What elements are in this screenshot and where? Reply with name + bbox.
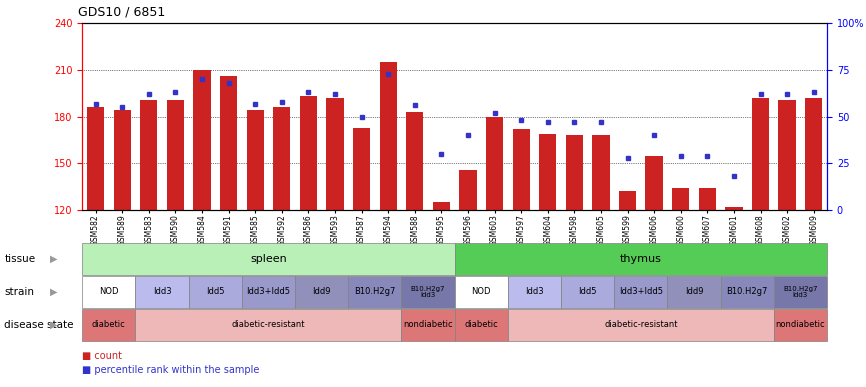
Bar [82, 309, 135, 341]
Bar [592, 135, 610, 210]
Text: diabetic-resistant: diabetic-resistant [232, 320, 305, 329]
Bar [379, 62, 397, 210]
Bar [82, 276, 135, 308]
Text: Idd3: Idd3 [152, 287, 171, 296]
Bar [193, 70, 210, 210]
Bar [774, 309, 827, 341]
Bar [406, 112, 423, 210]
Bar [459, 170, 476, 210]
Text: B10.H2g7
Idd3: B10.H2g7 Idd3 [410, 286, 445, 298]
Text: Idd3+Idd5: Idd3+Idd5 [247, 287, 290, 296]
Text: strain: strain [4, 287, 35, 297]
Text: nondiabetic: nondiabetic [776, 320, 825, 329]
Bar [699, 188, 716, 210]
Text: nondiabetic: nondiabetic [404, 320, 453, 329]
Bar [565, 135, 583, 210]
Bar [455, 276, 507, 308]
Text: Idd9: Idd9 [685, 287, 703, 296]
Bar [540, 134, 556, 210]
Bar [300, 96, 317, 210]
Text: B10.H2g7: B10.H2g7 [727, 287, 768, 296]
Text: ■ percentile rank within the sample: ■ percentile rank within the sample [82, 365, 260, 375]
Text: Idd5: Idd5 [578, 287, 597, 296]
Bar [455, 243, 827, 275]
Bar [326, 98, 344, 210]
Bar [242, 276, 295, 308]
Text: tissue: tissue [4, 254, 36, 264]
Bar [135, 276, 189, 308]
Bar [668, 276, 721, 308]
Text: Idd5: Idd5 [206, 287, 224, 296]
Bar [507, 276, 561, 308]
Text: diabetic: diabetic [92, 320, 126, 329]
Bar [82, 243, 455, 275]
Bar [402, 276, 455, 308]
Bar [752, 98, 769, 210]
Bar [774, 276, 827, 308]
Bar [619, 192, 637, 210]
Text: Idd9: Idd9 [313, 287, 331, 296]
Bar [113, 110, 131, 210]
Text: Idd3+Idd5: Idd3+Idd5 [619, 287, 662, 296]
Text: spleen: spleen [250, 254, 287, 264]
Text: diabetic-resistant: diabetic-resistant [604, 320, 677, 329]
Bar [167, 99, 184, 210]
Bar [295, 276, 348, 308]
Bar [507, 309, 774, 341]
Bar [726, 207, 742, 210]
Bar [645, 156, 662, 210]
Bar [721, 276, 774, 308]
Bar [561, 276, 614, 308]
Text: ▶: ▶ [50, 254, 58, 264]
Text: B10.H2g7: B10.H2g7 [354, 287, 396, 296]
Bar [348, 276, 402, 308]
Text: ▶: ▶ [50, 287, 58, 297]
Bar [247, 110, 264, 210]
Bar [486, 117, 503, 210]
Bar [135, 309, 402, 341]
Text: NOD: NOD [99, 287, 119, 296]
Bar [189, 276, 242, 308]
Bar [140, 99, 158, 210]
Bar [220, 76, 237, 210]
Bar [87, 107, 104, 210]
Text: GDS10 / 6851: GDS10 / 6851 [78, 6, 165, 19]
Bar [273, 107, 290, 210]
Text: NOD: NOD [471, 287, 491, 296]
Bar [402, 309, 455, 341]
Bar [353, 128, 370, 210]
Bar [433, 202, 450, 210]
Bar [805, 98, 823, 210]
Bar [614, 276, 668, 308]
Text: disease state: disease state [4, 320, 74, 330]
Text: diabetic: diabetic [464, 320, 498, 329]
Bar [779, 99, 796, 210]
Text: ▶: ▶ [50, 320, 58, 330]
Text: Idd3: Idd3 [525, 287, 544, 296]
Bar [455, 309, 507, 341]
Text: ■ count: ■ count [82, 351, 122, 361]
Bar [513, 129, 530, 210]
Text: thymus: thymus [620, 254, 662, 264]
Text: B10.H2g7
Idd3: B10.H2g7 Idd3 [783, 286, 818, 298]
Bar [672, 188, 689, 210]
